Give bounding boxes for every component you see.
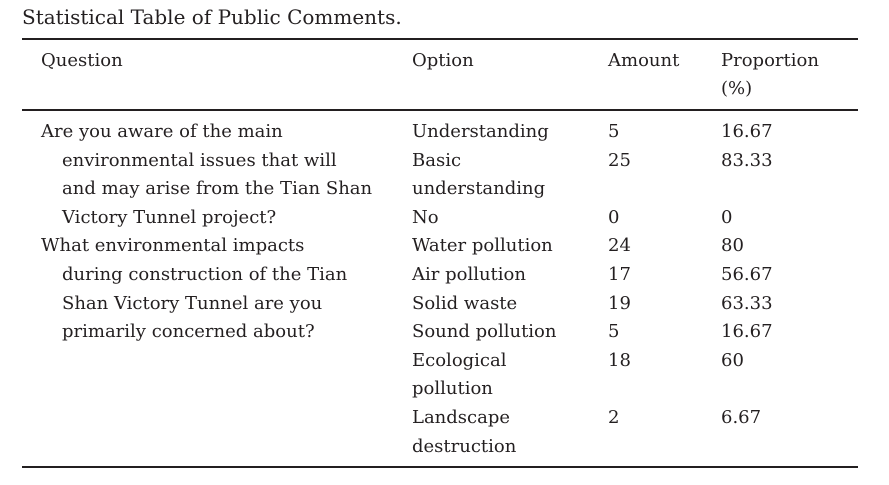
proportion-cell: 83.33 xyxy=(721,149,773,171)
proportion-cell: 63.33 xyxy=(721,292,773,314)
question-line: Shan Victory Tunnel are you xyxy=(62,292,323,314)
question-line: primarily concerned about? xyxy=(62,321,315,343)
option-line: pollution xyxy=(412,378,493,400)
option-cell: Sound pollution xyxy=(412,318,556,347)
question-line: environmental issues that will xyxy=(62,149,337,171)
top-rule xyxy=(22,38,858,40)
question-cell: What environmental impacts during constru… xyxy=(41,232,347,346)
option-cell: No xyxy=(412,204,439,233)
amount-cell: 0 xyxy=(608,206,620,228)
option-cell: Basic understanding xyxy=(412,147,545,204)
proportion-cell: 16.67 xyxy=(721,321,773,343)
amount-cell: 5 xyxy=(608,321,620,343)
question-line: Are you aware of the main xyxy=(41,121,283,142)
option-line: Water pollution xyxy=(412,235,553,257)
option-line: understanding xyxy=(412,178,546,200)
question-cell: Are you aware of the main environmental i… xyxy=(41,118,372,232)
option-cell: Air pollution xyxy=(412,261,526,290)
proportion-cell: 0 xyxy=(721,206,733,228)
amount-cell: 19 xyxy=(608,292,631,314)
amount-cell: 24 xyxy=(608,235,631,257)
option-cell: Solid waste xyxy=(412,290,517,319)
header-proportion-unit: (%) xyxy=(721,78,753,99)
header-question: Question xyxy=(41,50,123,71)
header-proportion: Proportion xyxy=(721,50,819,71)
option-cell: Landscape destruction xyxy=(412,404,516,461)
question-line: and may arise from the Tian Shan xyxy=(62,178,373,200)
header-option: Option xyxy=(412,50,474,71)
amount-cell: 5 xyxy=(608,121,620,142)
option-line: Basic xyxy=(412,149,462,171)
table-caption: Statistical Table of Public Comments. xyxy=(22,5,402,29)
bottom-rule xyxy=(22,466,858,468)
option-line: Solid waste xyxy=(412,292,518,314)
amount-cell: 2 xyxy=(608,407,620,428)
proportion-cell: 56.67 xyxy=(721,264,773,285)
header-rule xyxy=(22,109,858,111)
option-line: destruction xyxy=(412,435,517,457)
header-amount: Amount xyxy=(608,50,680,71)
proportion-cell: 6.67 xyxy=(721,407,762,428)
option-line: Understanding xyxy=(412,121,549,142)
option-line: Landscape xyxy=(412,407,511,428)
amount-cell: 18 xyxy=(608,349,631,371)
option-line: No xyxy=(412,206,439,228)
question-line: Victory Tunnel project? xyxy=(62,206,277,228)
amount-cell: 25 xyxy=(608,149,631,171)
proportion-cell: 60 xyxy=(721,349,744,371)
option-line: Sound pollution xyxy=(412,321,557,343)
proportion-cell: 16.67 xyxy=(721,121,773,142)
proportion-cell: 80 xyxy=(721,235,744,257)
option-cell: Ecological pollution xyxy=(412,347,507,404)
option-cell: Water pollution xyxy=(412,232,553,261)
amount-cell: 17 xyxy=(608,264,631,285)
question-line: What environmental impacts xyxy=(41,235,305,257)
option-line: Air pollution xyxy=(412,264,526,285)
option-cell: Understanding xyxy=(412,118,549,147)
question-line: during construction of the Tian xyxy=(62,263,348,285)
option-line: Ecological xyxy=(412,349,507,371)
